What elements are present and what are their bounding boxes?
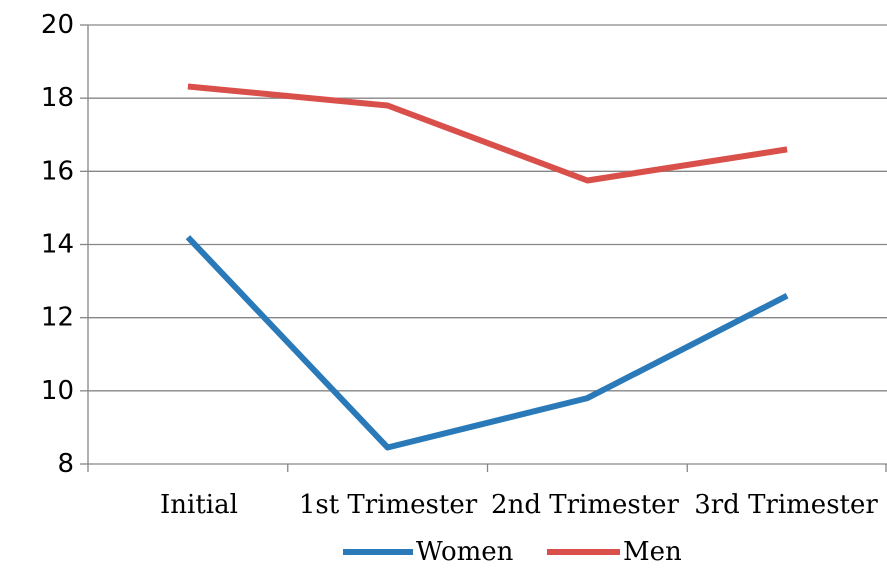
y-tick-label: 14 xyxy=(41,230,74,260)
axes xyxy=(80,24,887,472)
y-tick-labels: 8 10 12 14 16 18 20 xyxy=(41,10,74,479)
y-tick-label: 20 xyxy=(41,10,74,40)
x-tick-label: 1st Trimester xyxy=(299,490,478,520)
series-line-women xyxy=(185,235,789,451)
x-tick-label: 2nd Trimester xyxy=(491,490,680,520)
legend-label: Women xyxy=(416,537,514,567)
legend: Women Men xyxy=(343,537,682,567)
y-tick-label: 8 xyxy=(57,449,74,479)
gridlines xyxy=(88,24,887,392)
y-tick-label: 18 xyxy=(41,83,74,113)
legend-item-women: Women xyxy=(343,537,514,567)
y-tick-label: 16 xyxy=(41,156,74,186)
y-tick-label: 12 xyxy=(41,303,74,333)
y-tick-label: 10 xyxy=(41,376,74,406)
x-tick-labels: Initial 1st Trimester 2nd Trimester 3rd Tri… xyxy=(160,490,878,520)
x-tick-label: 3rd Trimester xyxy=(694,490,878,520)
legend-label: Men xyxy=(623,537,682,567)
series-line-men xyxy=(187,83,788,184)
legend-item-men: Men xyxy=(547,537,682,567)
x-tick-label: Initial xyxy=(160,490,238,520)
data-series xyxy=(185,83,789,451)
